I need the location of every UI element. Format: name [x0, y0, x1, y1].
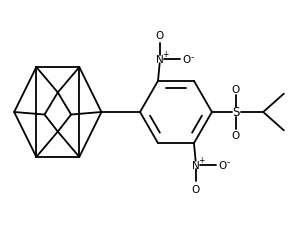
Text: O: O [232, 85, 240, 95]
Text: O: O [182, 55, 190, 65]
Text: +: + [198, 155, 204, 164]
Text: N: N [192, 160, 199, 170]
Text: N: N [156, 55, 164, 65]
Text: O: O [232, 130, 240, 140]
Text: -: - [191, 53, 194, 62]
Text: S: S [232, 106, 240, 119]
Text: -: - [227, 158, 230, 167]
Text: O: O [218, 160, 226, 170]
Text: O: O [156, 31, 164, 41]
Text: O: O [192, 184, 200, 194]
Text: +: + [162, 50, 168, 59]
